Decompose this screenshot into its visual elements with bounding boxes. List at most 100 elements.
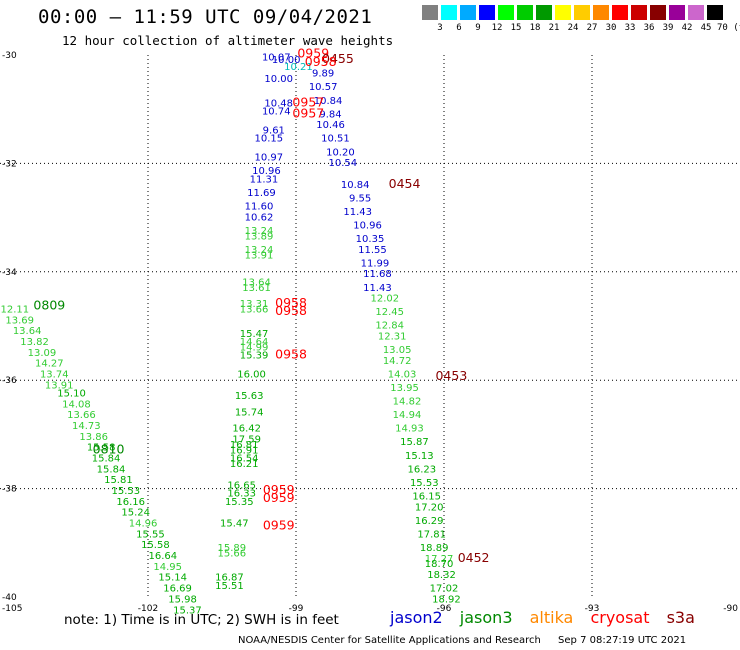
- wave-height-value: 12.84: [375, 321, 404, 332]
- wave-height-value: 13.82: [20, 337, 49, 348]
- color-scale-label: 6: [456, 23, 462, 33]
- color-swatch: [422, 5, 438, 20]
- wave-height-value: 11.60: [245, 201, 274, 212]
- wave-height-value: 14.27: [35, 359, 64, 370]
- wave-height-value: 10.74: [262, 107, 291, 118]
- wave-height-value: 13.24: [245, 245, 274, 256]
- wave-height-value: 16.21: [230, 459, 259, 470]
- wave-height-value: 15.58: [87, 443, 116, 454]
- wave-height-value: 13.24: [245, 226, 274, 237]
- wave-height-value: 10.00: [272, 55, 301, 66]
- wave-height-value: 13.66: [67, 410, 96, 421]
- color-scale-label: 36: [643, 23, 655, 33]
- color-scale-label: 45: [700, 23, 712, 33]
- wave-height-value: 10.96: [252, 166, 281, 177]
- pass-time-label: 0958: [275, 295, 307, 310]
- wave-height-value: 16.15: [412, 491, 441, 502]
- wave-height-value: 12.11: [0, 304, 29, 315]
- wave-height-value: 17.02: [430, 584, 459, 595]
- wave-height-value: 14.99: [240, 342, 269, 353]
- longitude-tick-label: -105: [2, 604, 22, 614]
- wave-height-value: 15.87: [400, 437, 429, 448]
- color-scale-label: 39: [662, 23, 674, 33]
- wave-height-value: 16.87: [215, 573, 244, 584]
- longitude-tick-label: -99: [289, 604, 304, 614]
- wave-height-value: 11.69: [247, 188, 276, 199]
- wave-height-value: 11.99: [361, 258, 390, 269]
- legend-jason2: jason2: [390, 608, 443, 627]
- map-grid: [0, 55, 740, 597]
- wave-height-value: 9.55: [349, 193, 371, 204]
- wave-height-value: 15.35: [225, 497, 254, 508]
- wave-height-value: 14.03: [388, 369, 417, 380]
- wave-height-value: 14.96: [129, 519, 158, 530]
- wave-height-value: 13.66: [240, 304, 269, 315]
- wave-height-value: 16.91: [230, 445, 259, 456]
- wave-height-value: 15.47: [220, 519, 249, 530]
- wave-height-value: 15.81: [104, 475, 133, 486]
- wave-height-value: 10.51: [321, 134, 350, 145]
- color-swatch: [441, 5, 457, 20]
- wave-height-value: 10.35: [356, 234, 385, 245]
- pass-time-label: 0957: [292, 94, 324, 109]
- color-swatch: [555, 5, 571, 20]
- color-swatch: [650, 5, 666, 20]
- color-swatch: [707, 5, 723, 20]
- color-swatch: [669, 5, 685, 20]
- color-scale-label: 21: [548, 23, 560, 33]
- wave-height-value: 18.32: [427, 570, 456, 581]
- wave-height-value: 13.89: [245, 231, 274, 242]
- wave-height-value: 16.81: [230, 440, 259, 451]
- wave-height-value: 18.89: [420, 543, 449, 554]
- legend-s3a: s3a: [666, 608, 695, 627]
- color-swatch: [688, 5, 704, 20]
- wave-height-value: 10.96: [353, 220, 382, 231]
- pass-time-label: 0959: [263, 517, 295, 532]
- latitude-tick-label: -38: [2, 485, 17, 495]
- wave-height-value: 17.20: [415, 502, 444, 513]
- latitude-tick-label: -32: [2, 159, 17, 169]
- wave-height-value: 16.54: [230, 454, 259, 465]
- wave-height-value: 11.68: [363, 269, 392, 280]
- latitude-tick-label: -30: [2, 51, 17, 61]
- wave-height-value: 18.70: [425, 559, 454, 570]
- wave-height-value: 10.84: [314, 96, 343, 107]
- satellite-legend: jason2 jason3 altika cryosat s3a: [390, 608, 707, 627]
- wave-height-value: 15.10: [57, 388, 86, 399]
- wave-height-value: 15.39: [240, 351, 269, 362]
- pass-time-label: 0453: [435, 368, 467, 383]
- wave-height-value: 15.55: [136, 529, 165, 540]
- wave-height-value: 15.53: [111, 486, 140, 497]
- wave-height-value: 17.81: [417, 529, 446, 540]
- wave-height-value: 18.92: [432, 594, 461, 605]
- color-swatch: [479, 5, 495, 20]
- legend-cryosat: cryosat: [590, 608, 650, 627]
- wave-height-value: 17.27: [425, 554, 454, 565]
- color-swatch: [517, 5, 533, 20]
- pass-time-label: 0959: [297, 46, 329, 61]
- longitude-tick-label: -90: [723, 604, 738, 614]
- pass-time-label: 0452: [458, 550, 490, 565]
- pass-time-label: 0810: [93, 441, 125, 456]
- wave-height-value: 11.55: [358, 245, 387, 256]
- wave-height-value: 15.84: [97, 464, 126, 475]
- legend-altika: altika: [529, 608, 574, 627]
- wave-height-value: 9.61: [263, 126, 285, 137]
- wave-height-value: 15.13: [405, 451, 434, 462]
- wave-height-value: 13.31: [240, 299, 269, 310]
- pass-time-label: 0959: [263, 482, 295, 497]
- color-scale-label: 30: [605, 23, 617, 33]
- wave-height-value: 12.45: [375, 307, 404, 318]
- wave-height-value: 16.00: [237, 369, 266, 380]
- color-swatch: [574, 5, 590, 20]
- color-scale-label: 9: [475, 23, 481, 33]
- color-scale-label: 3: [437, 23, 443, 33]
- pass-time-label: 0809: [33, 298, 65, 313]
- wave-height-value: 11.31: [250, 174, 279, 185]
- wave-height-value: 13.91: [245, 250, 274, 261]
- wave-height-value: 10.21: [284, 62, 313, 73]
- wave-height-value: 10.20: [326, 147, 355, 158]
- wave-height-value: 10.57: [309, 82, 338, 93]
- wave-height-value: 16.69: [163, 584, 192, 595]
- wave-height-value: 15.51: [215, 581, 244, 592]
